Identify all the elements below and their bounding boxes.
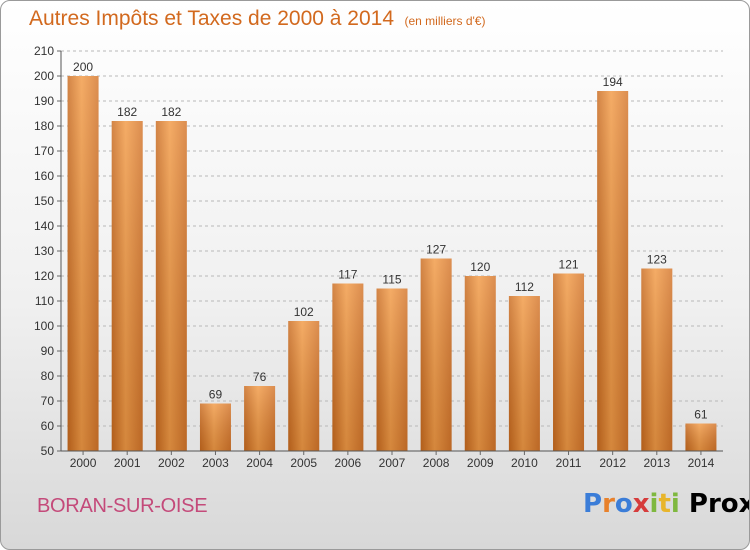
chart-title: Autres Impôts et Taxes de 2000 à 2014 [29, 7, 395, 30]
bar-value-label: 61 [694, 408, 708, 422]
bar-shade [641, 268, 673, 451]
y-tick-label: 210 [34, 44, 54, 58]
logo-letter: P [583, 489, 603, 519]
bar-value-label: 112 [515, 280, 534, 294]
bar-value-label: 76 [253, 370, 267, 384]
bar-value-label: 127 [426, 243, 446, 257]
y-tick-label: 160 [34, 169, 54, 183]
y-tick-label: 50 [41, 444, 55, 458]
y-tick-label: 90 [41, 344, 55, 358]
y-tick-label: 200 [34, 69, 54, 83]
x-tick-label: 2014 [688, 456, 715, 470]
bar-value-label: 120 [470, 260, 490, 274]
bar-shade [332, 283, 364, 451]
x-tick-label: 2012 [599, 456, 626, 470]
bar-shade [111, 121, 143, 451]
y-tick-label: 120 [34, 269, 54, 283]
y-axis: 50 60 70 80 90 100 110 120 130 140 150 160 170 180 190… [34, 44, 62, 458]
y-tick-label: 100 [34, 319, 54, 333]
bar-shade [464, 276, 496, 451]
y-tick-label: 140 [34, 219, 54, 233]
bar-value-label: 123 [647, 253, 667, 267]
logo-letter: r [602, 489, 615, 519]
x-tick-label: 2005 [290, 456, 317, 470]
x-axis: 2000 2001 2002 2003 2004 2005 2006 2007 2008 2009… [61, 450, 723, 470]
x-tick-label: 2008 [423, 456, 450, 470]
bar-value-label: 200 [73, 60, 93, 74]
bar-shade [508, 296, 540, 451]
bar-shade [244, 386, 276, 451]
value-labels: 200 182 182 69 76 102 117 115 127 120 112 121 194 123… [73, 60, 708, 422]
x-tick-label: 2010 [511, 456, 538, 470]
bar-shade [420, 258, 452, 451]
chart-subtitle: (en milliers d'€) [404, 14, 486, 28]
bar-shade [155, 121, 187, 451]
bar-shade [288, 321, 320, 451]
x-tick-label: 2001 [114, 456, 141, 470]
x-tick-label: 2003 [202, 456, 229, 470]
y-tick-label: 60 [41, 419, 55, 433]
logo-text: Proxiti [688, 489, 749, 519]
bars-group [67, 76, 717, 451]
y-tick-label: 190 [34, 94, 54, 108]
x-tick-label: 2011 [556, 456, 582, 470]
y-tick-label: 80 [41, 369, 55, 383]
bar-shade [376, 288, 408, 451]
bar-value-label: 121 [559, 258, 579, 272]
x-tick-label: 2009 [467, 456, 494, 470]
x-tick-label: 2007 [379, 456, 406, 470]
city-name: BORAN-SUR-OISE [37, 495, 208, 517]
logo-letter: o [614, 489, 633, 519]
x-tick-label: 2013 [643, 456, 670, 470]
bar-shade [685, 423, 717, 451]
y-tick-label: 170 [34, 144, 54, 158]
bar-shade [199, 403, 231, 451]
bar-value-label: 117 [338, 268, 357, 282]
y-tick-label: 110 [35, 294, 54, 308]
bar-shade [67, 76, 99, 451]
bar-value-label: 182 [161, 105, 181, 119]
logo-letter: x [632, 489, 650, 519]
bar-value-label: 102 [294, 305, 314, 319]
bar-value-label: 182 [117, 105, 137, 119]
bar-value-label: 194 [603, 75, 623, 89]
bar-shade [597, 91, 629, 451]
x-tick-label: 2000 [70, 456, 97, 470]
y-tick-label: 150 [34, 194, 54, 208]
y-tick-label: 180 [34, 119, 54, 133]
logo-letter: i [649, 489, 659, 519]
x-tick-label: 2006 [335, 456, 362, 470]
chart-title-block: Autres Impôts et Taxes de 2000 à 2014 (e… [29, 7, 485, 31]
bar-value-label: 69 [209, 388, 223, 402]
proxiti-logo: Proxiti Proxiti [583, 489, 749, 519]
x-tick-label: 2004 [246, 456, 273, 470]
logo-letters: Proxiti [583, 489, 680, 519]
y-tick-label: 130 [34, 244, 54, 258]
bar-value-label: 115 [382, 273, 401, 287]
logo-letter: t [658, 489, 671, 519]
logo-letter: i [670, 489, 680, 519]
y-tick-label: 70 [41, 394, 55, 408]
x-tick-label: 2002 [158, 456, 185, 470]
bar-shade [553, 273, 585, 451]
